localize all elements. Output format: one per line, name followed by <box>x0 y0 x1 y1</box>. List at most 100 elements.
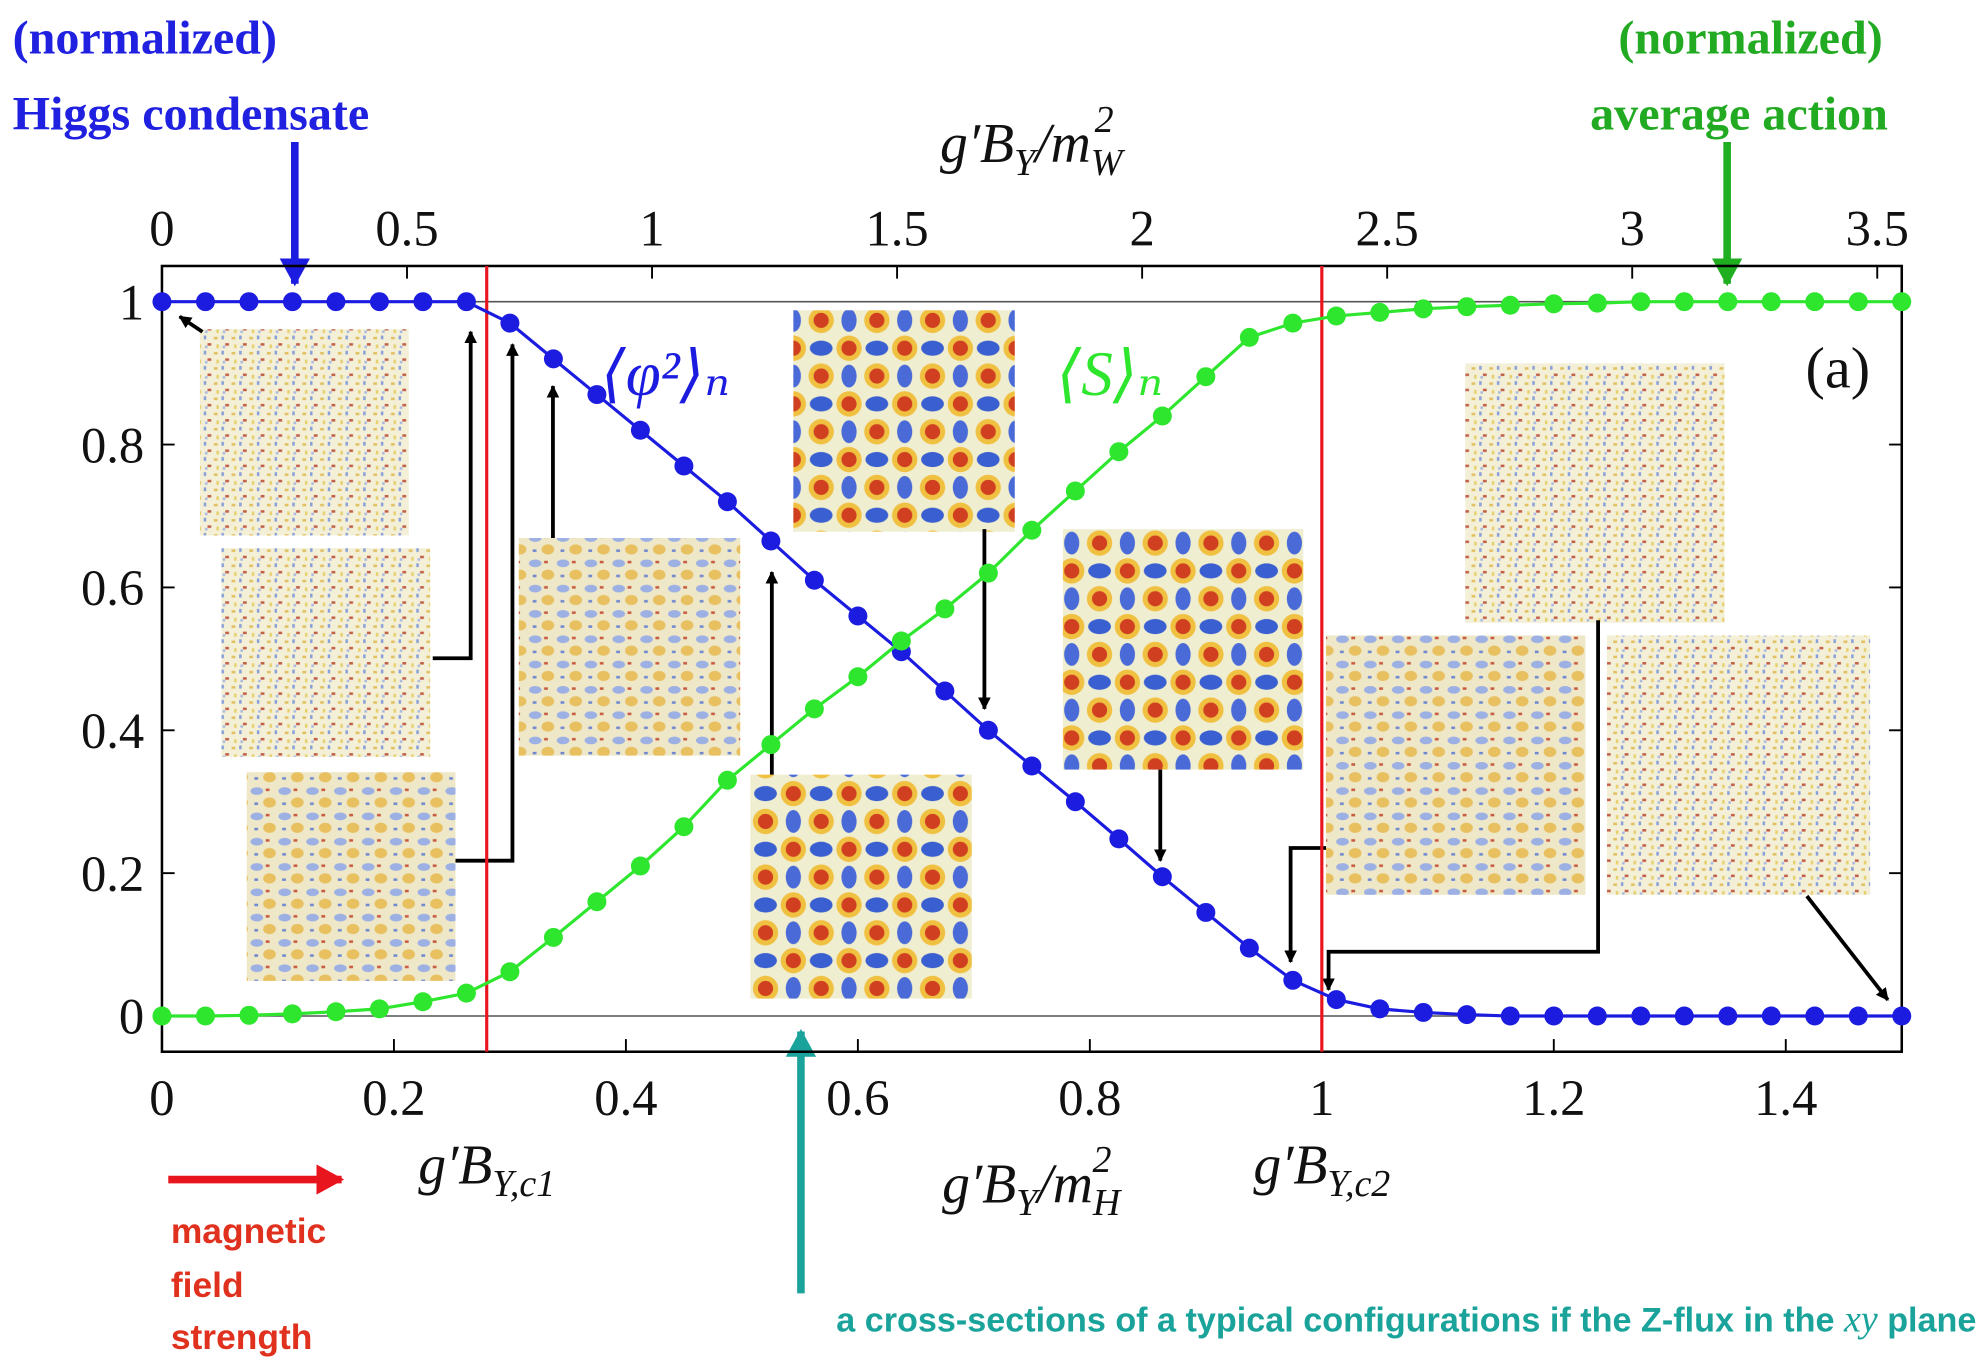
data-point <box>1631 1007 1650 1026</box>
x-axis-label-part: /m <box>1034 1153 1093 1215</box>
data-point <box>1414 299 1433 318</box>
data-point <box>805 571 824 590</box>
data-point <box>1196 367 1215 386</box>
data-point <box>196 1007 215 1026</box>
data-point <box>1762 1007 1781 1026</box>
data-point <box>1153 867 1172 886</box>
data-point <box>848 667 867 686</box>
data-point <box>1457 297 1476 316</box>
data-point <box>1022 757 1041 776</box>
caption: a cross-sections of a typical configurat… <box>836 1298 1976 1340</box>
data-point <box>1109 829 1128 848</box>
data-point <box>1892 1007 1911 1026</box>
data-point <box>1675 1007 1694 1026</box>
data-point <box>587 892 606 911</box>
inset <box>750 775 971 999</box>
data-point <box>631 857 650 876</box>
x2-axis-label-part: /m <box>1032 113 1091 175</box>
critical-label-part: g′B <box>1253 1134 1327 1196</box>
caption-part: a cross-sections of a typical configurat… <box>836 1301 1844 1339</box>
series-name: ⟨S⟩ₙ <box>1057 339 1164 409</box>
y-tick-label: 0.2 <box>81 846 144 902</box>
data-point <box>152 292 171 311</box>
x-tick-label: 0.4 <box>594 1070 657 1126</box>
data-point <box>1805 1007 1824 1026</box>
annotation: magnetic <box>171 1211 326 1251</box>
y-tick-label: 0 <box>119 989 144 1045</box>
data-point <box>413 992 432 1011</box>
data-point <box>1066 792 1085 811</box>
data-point <box>935 599 954 618</box>
annotation: (normalized) <box>1618 11 1882 64</box>
critical-label: g′BY,c2 <box>1253 1134 1390 1205</box>
data-point <box>1370 303 1389 322</box>
x2-tick-label: 3 <box>1620 201 1645 257</box>
critical-label-part: Y,c1 <box>492 1163 555 1205</box>
annotation: Higgs condensate <box>13 87 370 140</box>
x-tick-label: 0 <box>149 1070 174 1126</box>
inset <box>200 329 409 535</box>
data-point <box>500 962 519 981</box>
data-point <box>544 928 563 947</box>
data-point <box>544 349 563 368</box>
x-tick-label: 1 <box>1309 1070 1334 1126</box>
arrow <box>456 344 513 860</box>
data-point <box>631 421 650 440</box>
critical-label: g′BY,c1 <box>418 1134 555 1205</box>
page: (normalized) Higgs condensate (normalize… <box>0 0 1984 1362</box>
data-point <box>979 721 998 740</box>
x-axis-label-part: H <box>1092 1182 1123 1224</box>
data-point <box>326 1002 345 1021</box>
data-point <box>1762 292 1781 311</box>
data-point <box>1501 296 1520 315</box>
x2-tick-label: 3.5 <box>1846 201 1909 257</box>
x-axis-label-part: 2 <box>1092 1139 1111 1181</box>
data-point <box>935 682 954 701</box>
data-point <box>979 564 998 583</box>
data-point <box>1457 1005 1476 1024</box>
data-point <box>152 1007 171 1026</box>
data-point <box>326 292 345 311</box>
data-point <box>196 292 215 311</box>
data-point <box>674 817 693 836</box>
inset <box>1326 635 1585 894</box>
annotation: strength <box>171 1317 313 1357</box>
x2-axis-label-part: W <box>1091 142 1126 184</box>
data-point <box>1718 1007 1737 1026</box>
data-point <box>1066 482 1085 501</box>
y-tick-label: 0.8 <box>81 417 144 473</box>
data-point <box>239 292 258 311</box>
data-point <box>1588 1007 1607 1026</box>
data-point <box>848 607 867 626</box>
x-tick-label: 0.2 <box>362 1070 425 1126</box>
data-point <box>370 292 389 311</box>
x2-axis-label-part: g′B <box>940 113 1014 175</box>
data-point <box>1675 292 1694 311</box>
annotation: average action <box>1590 87 1888 140</box>
inset <box>1063 529 1303 769</box>
data-point <box>457 984 476 1003</box>
inset <box>1465 363 1724 622</box>
x2-tick-label: 2 <box>1129 201 1154 257</box>
x-tick-label: 1.4 <box>1754 1070 1817 1126</box>
inset <box>793 310 1014 531</box>
y-tick-label: 1 <box>119 274 144 330</box>
x2-axis-label: g′BY/mW2 <box>940 99 1126 184</box>
x-axis-label: g′BY/mH2 <box>942 1139 1123 1224</box>
x2-tick-label: 1 <box>639 201 664 257</box>
series-name: ⟨φ²⟩ₙ <box>601 339 730 409</box>
caption-part: plane <box>1878 1301 1977 1339</box>
data-point <box>1196 903 1215 922</box>
chart: (normalized) Higgs condensate (normalize… <box>0 0 1984 1362</box>
data-point <box>1501 1007 1520 1026</box>
arrow <box>1807 896 1888 1000</box>
data-point <box>1370 999 1389 1018</box>
data-point <box>1022 521 1041 540</box>
data-point <box>1240 939 1259 958</box>
annotation: field <box>171 1265 244 1305</box>
data-point <box>718 771 737 790</box>
x-tick-label: 1.2 <box>1522 1070 1585 1126</box>
data-point <box>674 457 693 476</box>
data-point <box>1544 294 1563 313</box>
data-point <box>413 292 432 311</box>
